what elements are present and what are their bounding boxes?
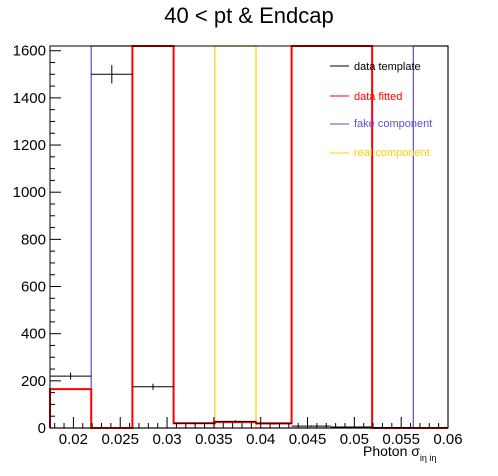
data-template-point <box>91 65 133 84</box>
y-tick-label: 200 <box>21 373 46 390</box>
plot-frame <box>49 45 449 429</box>
y-tick-label: 0 <box>38 420 46 437</box>
x-tick-label: 0.03 <box>152 431 181 448</box>
series-real-component-line <box>50 45 448 429</box>
series-layer <box>49 45 449 429</box>
x-tick-label: 0.035 <box>195 431 233 448</box>
y-tick-label: 800 <box>21 231 46 248</box>
series-data-fitted-line <box>49 45 448 429</box>
x-tick-label: 0.025 <box>101 431 139 448</box>
legend-label-fake-component: fake component <box>354 118 432 130</box>
axes-layer: 0 200 400 600 800 1000 1200 1400 1600 0.02 0.025 0.… <box>13 43 463 448</box>
data-template-point <box>173 422 215 425</box>
data-template-point <box>256 422 292 425</box>
legend: data template data fitted fake component… <box>330 61 432 159</box>
x-tick-label: 0.06 <box>433 431 462 448</box>
data-template-point <box>50 372 92 380</box>
legend-label-data-fitted: data fitted <box>354 91 402 103</box>
data-template-point <box>291 425 331 427</box>
x-tick-label: 0.04 <box>246 431 275 448</box>
legend-label-real-component: real component <box>354 147 430 159</box>
x-tick-label: 0.055 <box>382 431 420 448</box>
data-template-point <box>132 383 174 390</box>
y-tick-label: 600 <box>21 279 46 296</box>
y-tick-label: 400 <box>21 326 46 343</box>
legend-label-data-template: data template <box>354 61 421 73</box>
x-tick-label: 0.02 <box>59 431 88 448</box>
y-tick-label: 1400 <box>13 90 46 107</box>
data-template-point <box>330 426 373 428</box>
data-template-point <box>214 420 257 423</box>
x-axis-label-subscript: iη iη <box>420 453 437 463</box>
y-tick-label: 1600 <box>13 43 46 60</box>
x-axis-label: Photon σiη iη <box>363 443 436 463</box>
x-tick-label: 0.045 <box>289 431 327 448</box>
x-tick-label: 0.05 <box>340 431 369 448</box>
series-fake-component-line <box>50 45 449 429</box>
y-tick-label: 1000 <box>13 184 46 201</box>
chart-title: 40 < pt & Endcap <box>164 3 333 28</box>
x-axis-label-main: Photon σ <box>363 443 420 459</box>
y-tick-label: 1200 <box>13 137 46 154</box>
